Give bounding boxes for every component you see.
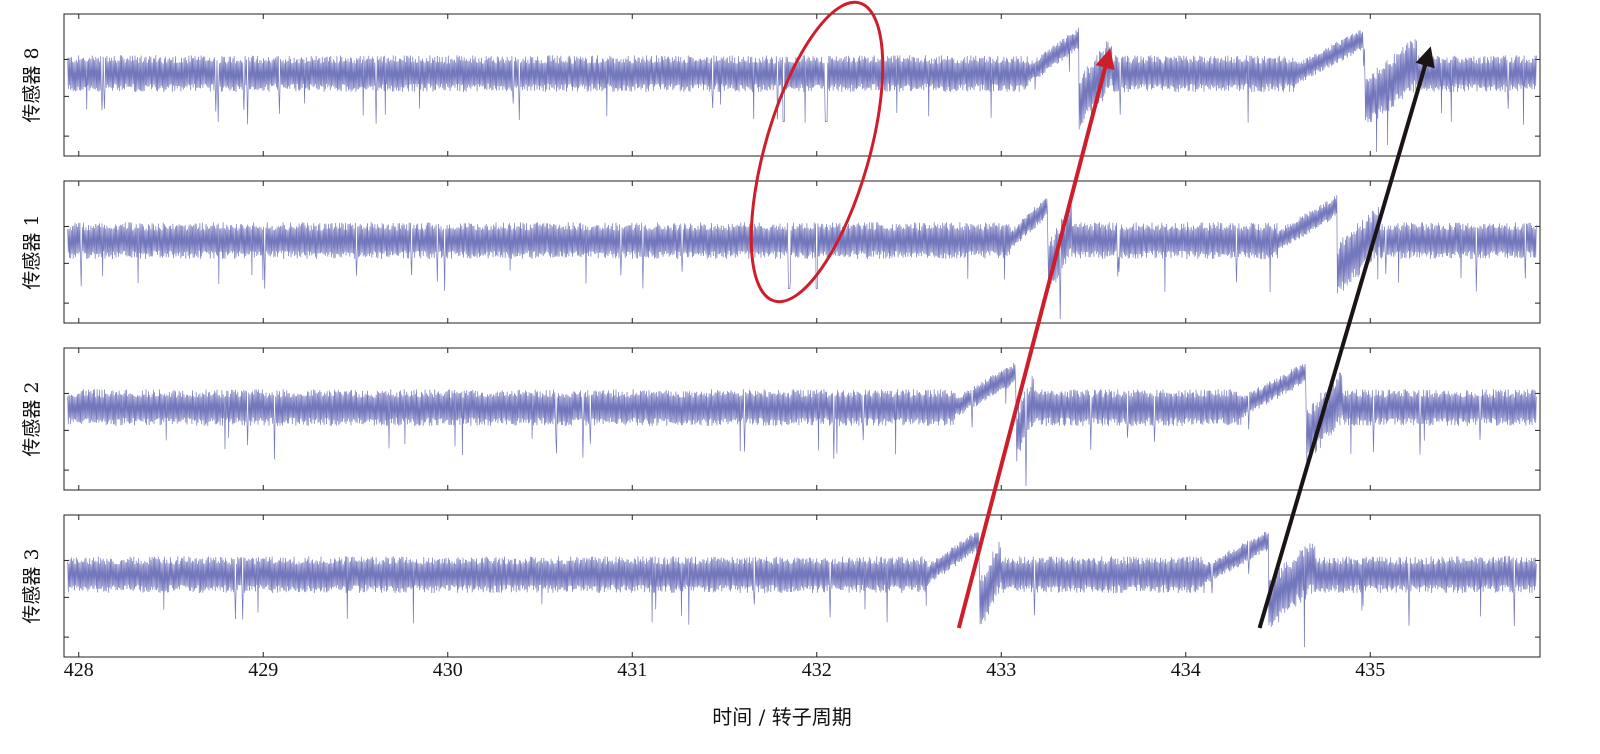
x-tick-label: 428 [64,659,94,681]
annotations-group [749,0,1435,629]
x-tick-label: 433 [986,659,1016,681]
panel-label: 传感器 8 [21,47,43,122]
panel-4: 传感器 3 [21,514,1541,658]
x-tick-label: 429 [248,659,278,681]
x-tick-label: 431 [617,659,647,681]
signal-trace [67,195,1537,320]
signal-trace [67,531,1537,648]
panel-label: 传感器 1 [21,214,43,289]
propagation-arrow-red [956,48,1115,629]
panel-label: 传感器 3 [21,548,43,623]
signal-trace [67,27,1537,153]
x-tick-label: 432 [802,659,832,681]
panel-1: 传感器 8 [21,13,1541,157]
panels-group: 传感器 8 传感器 1 传感器 2 传感器 3 [21,13,1541,658]
x-tick-label: 434 [1171,659,1201,681]
panel-label: 传感器 2 [21,381,43,456]
signal-trace [67,362,1537,487]
propagation-arrow-black [1257,46,1435,629]
x-tick-label: 430 [433,659,463,681]
panel-frame [63,347,1541,491]
highlight-ellipse [749,0,885,304]
x-axis-label: 时间 / 转子周期 [712,705,851,729]
panel-frame [63,13,1541,157]
panel-2: 传感器 1 [21,180,1541,324]
x-tick-labels: 428 429 430 431 432 433 434 435 [64,659,1386,681]
panel-frame [63,180,1541,324]
x-tick-label: 435 [1355,659,1385,681]
panel-3: 传感器 2 [21,347,1541,491]
panel-frame [63,514,1541,658]
